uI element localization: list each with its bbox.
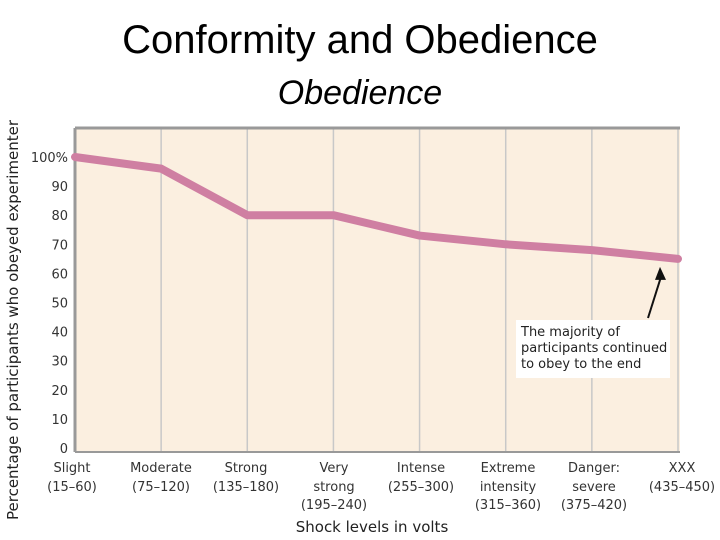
- y-tick-label: 10: [51, 413, 68, 428]
- x-category-name: XXX: [669, 461, 696, 476]
- x-category-name: severe: [572, 480, 616, 495]
- page-subtitle: Obedience: [277, 74, 443, 112]
- x-category: Danger: severe (375–420): [561, 461, 627, 513]
- series-line: [71, 153, 682, 263]
- x-category: Extreme intensity (315–360): [475, 461, 541, 513]
- series-layer: [71, 153, 682, 263]
- y-tick-label: 20: [51, 384, 68, 399]
- y-tick-label: 50: [51, 297, 68, 312]
- x-category-name: intensity: [480, 480, 537, 495]
- y-tick-label: 30: [51, 355, 68, 370]
- x-category-labels: Slight (15–60) Moderate (75–120) Strong (135–…: [47, 461, 715, 513]
- annotation-arrow-line: [647, 276, 662, 319]
- x-category-name: Strong: [225, 461, 268, 476]
- x-category-name: Very: [320, 461, 349, 476]
- x-category: Intense (255–300): [388, 461, 454, 495]
- y-tick-label: 100%: [31, 151, 68, 166]
- x-category-range: (255–300): [388, 480, 454, 495]
- x-category-name: Danger:: [568, 461, 620, 476]
- x-category-name: Slight: [53, 461, 90, 476]
- annotation-box: [516, 320, 670, 378]
- y-tick-label: 90: [51, 180, 68, 195]
- y-tick-label: 60: [51, 267, 68, 282]
- x-category-range: (75–120): [132, 480, 190, 495]
- x-category-name: Moderate: [130, 461, 192, 476]
- x-category-range: (315–360): [475, 498, 541, 513]
- annotation-text: to obey to the end: [521, 357, 641, 372]
- plot-background: [75, 128, 680, 452]
- y-tick-labels: 0 10 20 30 40 50 60 70 80 90 100%: [31, 151, 68, 457]
- x-category-range: (375–420): [561, 498, 627, 513]
- x-category: Very strong (195–240): [301, 461, 367, 513]
- grid-lines: [160, 128, 679, 452]
- x-category: Moderate (75–120): [130, 461, 192, 495]
- y-tick-label: 70: [51, 238, 68, 253]
- x-category-range: (15–60): [47, 480, 97, 495]
- x-category: Slight (15–60): [47, 461, 97, 495]
- x-category: XXX (435–450): [649, 461, 715, 495]
- y-tick-label: 0: [60, 442, 68, 457]
- annotation-arrow-head: [655, 266, 666, 280]
- annotation-text: The majority of: [520, 325, 620, 340]
- x-category-name: Intense: [397, 461, 445, 476]
- annotation-text: participants continued: [521, 341, 667, 356]
- page-title: Conformity and Obedience: [122, 18, 598, 62]
- x-category-range: (195–240): [301, 498, 367, 513]
- x-category-name: Extreme: [481, 461, 536, 476]
- y-tick-label: 40: [51, 326, 68, 341]
- x-axis-label: Shock levels in volts: [296, 518, 449, 536]
- y-axis-label: Percentage of participants who obeyed ex…: [4, 119, 22, 520]
- x-category: Strong (135–180): [213, 461, 279, 495]
- x-category-name: strong: [313, 480, 354, 495]
- axes: [73, 126, 680, 453]
- x-category-range: (435–450): [649, 480, 715, 495]
- y-tick-label: 80: [51, 209, 68, 224]
- x-category-range: (135–180): [213, 480, 279, 495]
